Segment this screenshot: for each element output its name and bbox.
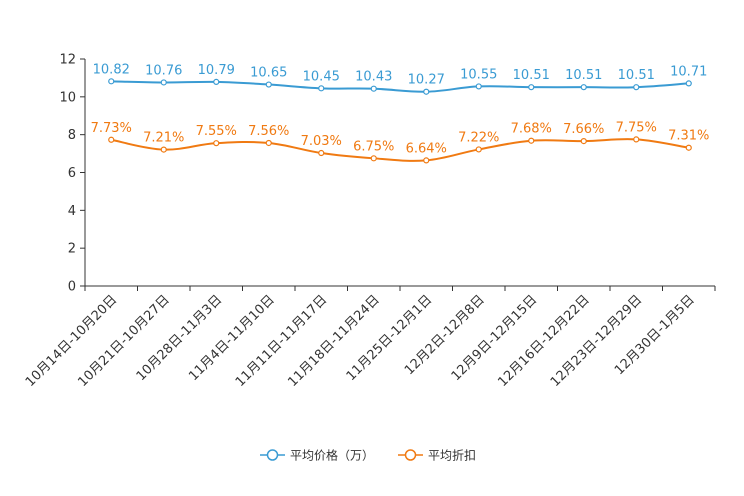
data-point[interactable] (213, 140, 220, 147)
legend-label: 平均价格（万） (290, 448, 374, 463)
data-label: 10.43 (355, 70, 392, 85)
legend-marker-icon (266, 449, 279, 461)
data-label: 10.51 (618, 68, 655, 83)
data-label: 6.75% (353, 139, 394, 154)
data-label: 7.31% (668, 129, 709, 144)
legend-label: 平均折扣 (428, 448, 476, 463)
x-tick-label: 10月21日-10月27日 (75, 292, 172, 389)
data-label: 10.27 (408, 73, 445, 88)
axes: 02468101210月14日-10月20日10月21日-10月27日10月28… (23, 53, 716, 390)
data-point[interactable] (633, 136, 640, 143)
series-average-price: 10.82 10.76 10.79 10.65 10.45 10.43 10.27 10.55… (93, 62, 707, 95)
series-average-discount: 7.73% 7.21% 7.55% 7.56% 7.03% 6.75% 6.64% 7.22%… (91, 120, 709, 164)
data-point[interactable] (265, 81, 272, 88)
x-tick-label: 12月23日-12月29日 (548, 292, 645, 389)
data-point[interactable] (213, 78, 220, 85)
data-label: 6.64% (406, 141, 447, 156)
legend-item-average-discount[interactable]: 平均折扣 (398, 448, 476, 463)
data-point[interactable] (318, 85, 325, 92)
series-line (111, 80, 689, 93)
data-point[interactable] (475, 83, 482, 90)
data-point[interactable] (528, 137, 535, 144)
data-point[interactable] (370, 155, 377, 162)
data-point[interactable] (423, 157, 430, 164)
y-tick-label: 8 (68, 128, 76, 143)
data-point[interactable] (108, 136, 115, 143)
x-tick-label: 12月16日-12月22日 (495, 292, 592, 389)
data-point[interactable] (580, 84, 587, 91)
data-label: 7.66% (563, 122, 604, 137)
data-point[interactable] (685, 144, 692, 151)
data-label: 10.76 (145, 63, 182, 78)
data-label: 7.22% (458, 130, 499, 145)
data-point[interactable] (685, 80, 692, 87)
data-label: 10.55 (460, 67, 497, 82)
y-tick-label: 2 (68, 242, 76, 257)
data-point[interactable] (475, 146, 482, 153)
y-tick-label: 0 (68, 280, 76, 295)
series-line (111, 138, 689, 162)
data-point[interactable] (265, 139, 272, 147)
data-label: 7.73% (91, 121, 132, 136)
data-point[interactable] (633, 84, 640, 91)
y-tick-label: 12 (59, 53, 76, 68)
data-point[interactable] (318, 149, 325, 157)
x-tick-label: 11月11日-11月17日 (233, 292, 330, 389)
data-label: 10.71 (670, 64, 707, 79)
data-label: 10.45 (303, 69, 340, 84)
data-point[interactable] (580, 137, 587, 145)
data-point[interactable] (160, 146, 167, 153)
x-tick-label: 11月18日-11月24日 (285, 292, 382, 389)
data-point[interactable] (160, 79, 167, 86)
y-tick-label: 10 (59, 90, 76, 105)
data-point[interactable] (528, 84, 535, 91)
legend-marker-icon (404, 449, 417, 461)
legend[interactable]: 平均价格（万） 平均折扣 (260, 448, 476, 463)
data-label: 10.51 (565, 68, 602, 83)
data-label: 7.03% (301, 134, 342, 149)
data-point[interactable] (370, 85, 377, 92)
data-point[interactable] (423, 88, 430, 95)
data-label: 7.75% (616, 120, 657, 135)
data-label: 7.21% (143, 131, 184, 146)
data-label: 7.68% (511, 122, 552, 137)
x-tick-label: 10月14日-10月20日 (23, 292, 120, 389)
y-tick-label: 6 (68, 166, 76, 181)
data-label: 10.79 (198, 63, 235, 78)
data-label: 7.55% (196, 124, 237, 139)
data-point[interactable] (108, 78, 115, 85)
data-label: 10.51 (513, 68, 550, 83)
data-label: 7.56% (248, 124, 289, 139)
data-label: 10.82 (93, 62, 130, 77)
legend-item-average-price[interactable]: 平均价格（万） (260, 448, 374, 463)
series-layer: 10.82 10.76 10.79 10.65 10.45 10.43 10.27 10.55… (91, 62, 709, 164)
data-label: 10.65 (250, 66, 287, 81)
y-tick-label: 4 (68, 204, 76, 219)
